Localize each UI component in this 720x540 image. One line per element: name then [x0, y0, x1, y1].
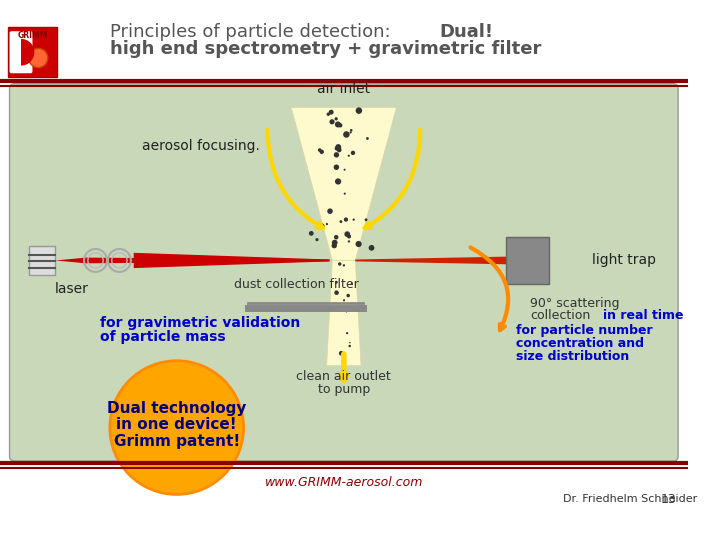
Circle shape: [343, 168, 346, 171]
Circle shape: [369, 245, 374, 251]
Circle shape: [110, 361, 243, 495]
Polygon shape: [55, 258, 330, 264]
FancyBboxPatch shape: [0, 12, 688, 84]
Text: in real time: in real time: [603, 309, 683, 322]
Circle shape: [344, 218, 348, 222]
Text: high end spectrometry + gravimetric filter: high end spectrometry + gravimetric filt…: [110, 40, 541, 58]
Circle shape: [320, 150, 324, 154]
Text: for gravimetric validation: for gravimetric validation: [100, 315, 300, 329]
Text: clean air outlet: clean air outlet: [297, 370, 391, 383]
Bar: [8, 28, 58, 77]
Text: to pump: to pump: [318, 383, 370, 396]
Circle shape: [327, 112, 330, 116]
Circle shape: [356, 241, 361, 247]
Polygon shape: [355, 256, 506, 264]
Circle shape: [329, 110, 333, 114]
Text: Principles of particle detection:: Principles of particle detection:: [110, 23, 396, 41]
Circle shape: [343, 131, 350, 138]
Circle shape: [318, 148, 322, 152]
Circle shape: [330, 119, 335, 124]
Circle shape: [338, 123, 343, 127]
Circle shape: [349, 131, 351, 133]
Circle shape: [335, 122, 341, 127]
Circle shape: [348, 154, 350, 157]
Circle shape: [335, 146, 339, 151]
Circle shape: [366, 137, 369, 140]
Text: of particle mass: of particle mass: [100, 330, 226, 344]
Text: air inlet: air inlet: [318, 82, 370, 96]
Circle shape: [29, 49, 48, 68]
Circle shape: [343, 264, 345, 267]
Circle shape: [346, 310, 347, 313]
Polygon shape: [327, 260, 361, 366]
Text: laser: laser: [55, 282, 89, 296]
Text: Dr. Friedhelm Schneider: Dr. Friedhelm Schneider: [564, 494, 698, 504]
Circle shape: [319, 224, 325, 228]
Text: light trap: light trap: [592, 253, 656, 267]
Text: www.GRIMM-aerosol.com: www.GRIMM-aerosol.com: [265, 476, 423, 489]
Circle shape: [339, 351, 343, 355]
FancyBboxPatch shape: [9, 84, 678, 461]
Circle shape: [350, 129, 353, 132]
Bar: [29, 246, 55, 275]
Polygon shape: [292, 107, 396, 260]
Text: Dual!: Dual!: [439, 23, 493, 41]
Circle shape: [338, 308, 342, 312]
Text: 90° scattering: 90° scattering: [530, 297, 620, 310]
Text: Grimm patent!: Grimm patent!: [114, 434, 240, 449]
Circle shape: [353, 219, 355, 221]
Circle shape: [343, 193, 346, 195]
Bar: [506, 237, 549, 285]
Circle shape: [343, 354, 345, 356]
Text: for particle number: for particle number: [516, 323, 652, 336]
Circle shape: [335, 178, 341, 185]
Circle shape: [340, 220, 343, 223]
Circle shape: [351, 151, 355, 155]
Circle shape: [336, 144, 341, 150]
Text: dust collection filter: dust collection filter: [234, 278, 359, 291]
Text: Dual technology: Dual technology: [107, 401, 246, 416]
Text: aerosol focusing.: aerosol focusing.: [142, 139, 259, 153]
Circle shape: [334, 235, 338, 239]
Circle shape: [344, 231, 350, 237]
Circle shape: [334, 152, 339, 158]
Text: in one device!: in one device!: [117, 417, 237, 432]
Wedge shape: [21, 39, 35, 66]
FancyBboxPatch shape: [9, 31, 32, 73]
Circle shape: [315, 238, 318, 241]
Circle shape: [333, 165, 339, 170]
Circle shape: [346, 332, 348, 334]
Circle shape: [348, 240, 350, 242]
Circle shape: [326, 223, 328, 225]
Text: collection: collection: [530, 309, 590, 322]
Circle shape: [346, 294, 350, 298]
Circle shape: [343, 299, 345, 301]
Text: concentration and: concentration and: [516, 337, 644, 350]
Polygon shape: [134, 253, 330, 268]
Circle shape: [331, 243, 337, 248]
Circle shape: [349, 342, 351, 343]
Text: 13: 13: [661, 492, 676, 506]
Circle shape: [338, 307, 341, 309]
Circle shape: [364, 218, 367, 221]
Circle shape: [335, 281, 338, 284]
Circle shape: [351, 282, 353, 284]
Circle shape: [348, 345, 351, 347]
Circle shape: [309, 231, 314, 236]
Circle shape: [335, 117, 338, 120]
Circle shape: [328, 208, 333, 214]
Circle shape: [334, 291, 339, 295]
Circle shape: [338, 262, 341, 266]
Circle shape: [347, 234, 351, 239]
Text: GRIMM: GRIMM: [17, 31, 48, 39]
Circle shape: [337, 147, 341, 152]
Circle shape: [332, 240, 338, 246]
Circle shape: [356, 107, 362, 114]
Text: size distribution: size distribution: [516, 350, 629, 363]
